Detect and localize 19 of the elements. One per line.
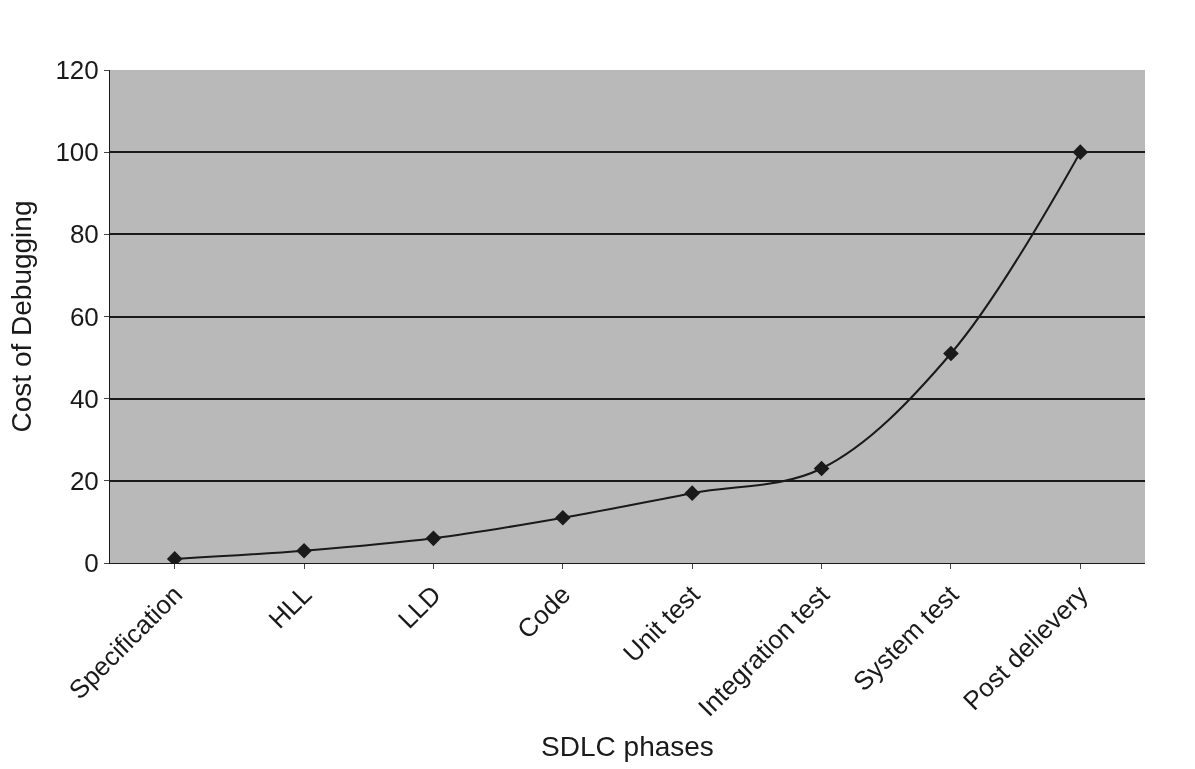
point [813,460,830,477]
y-tick-label: 100 [55,137,99,168]
point [684,485,700,501]
x-tick-label: Unit test [616,578,707,669]
y-tick-label: 120 [55,55,99,86]
y-tick-label: 80 [69,219,99,250]
x-axis-title: SDLC phases [541,731,714,763]
point [555,510,571,526]
point [943,345,959,362]
y-tick-label: 0 [84,548,99,579]
point [425,530,442,547]
y-tick-label: 40 [69,383,99,414]
y-tick-label: 20 [69,465,99,496]
point [1072,144,1089,160]
y-tick-label: 60 [69,301,99,332]
x-tick-label: LLD [391,579,447,635]
x-tick-label: HLL [262,579,318,635]
y-axis-title: Cost of Debugging [6,200,38,433]
point [296,542,312,559]
